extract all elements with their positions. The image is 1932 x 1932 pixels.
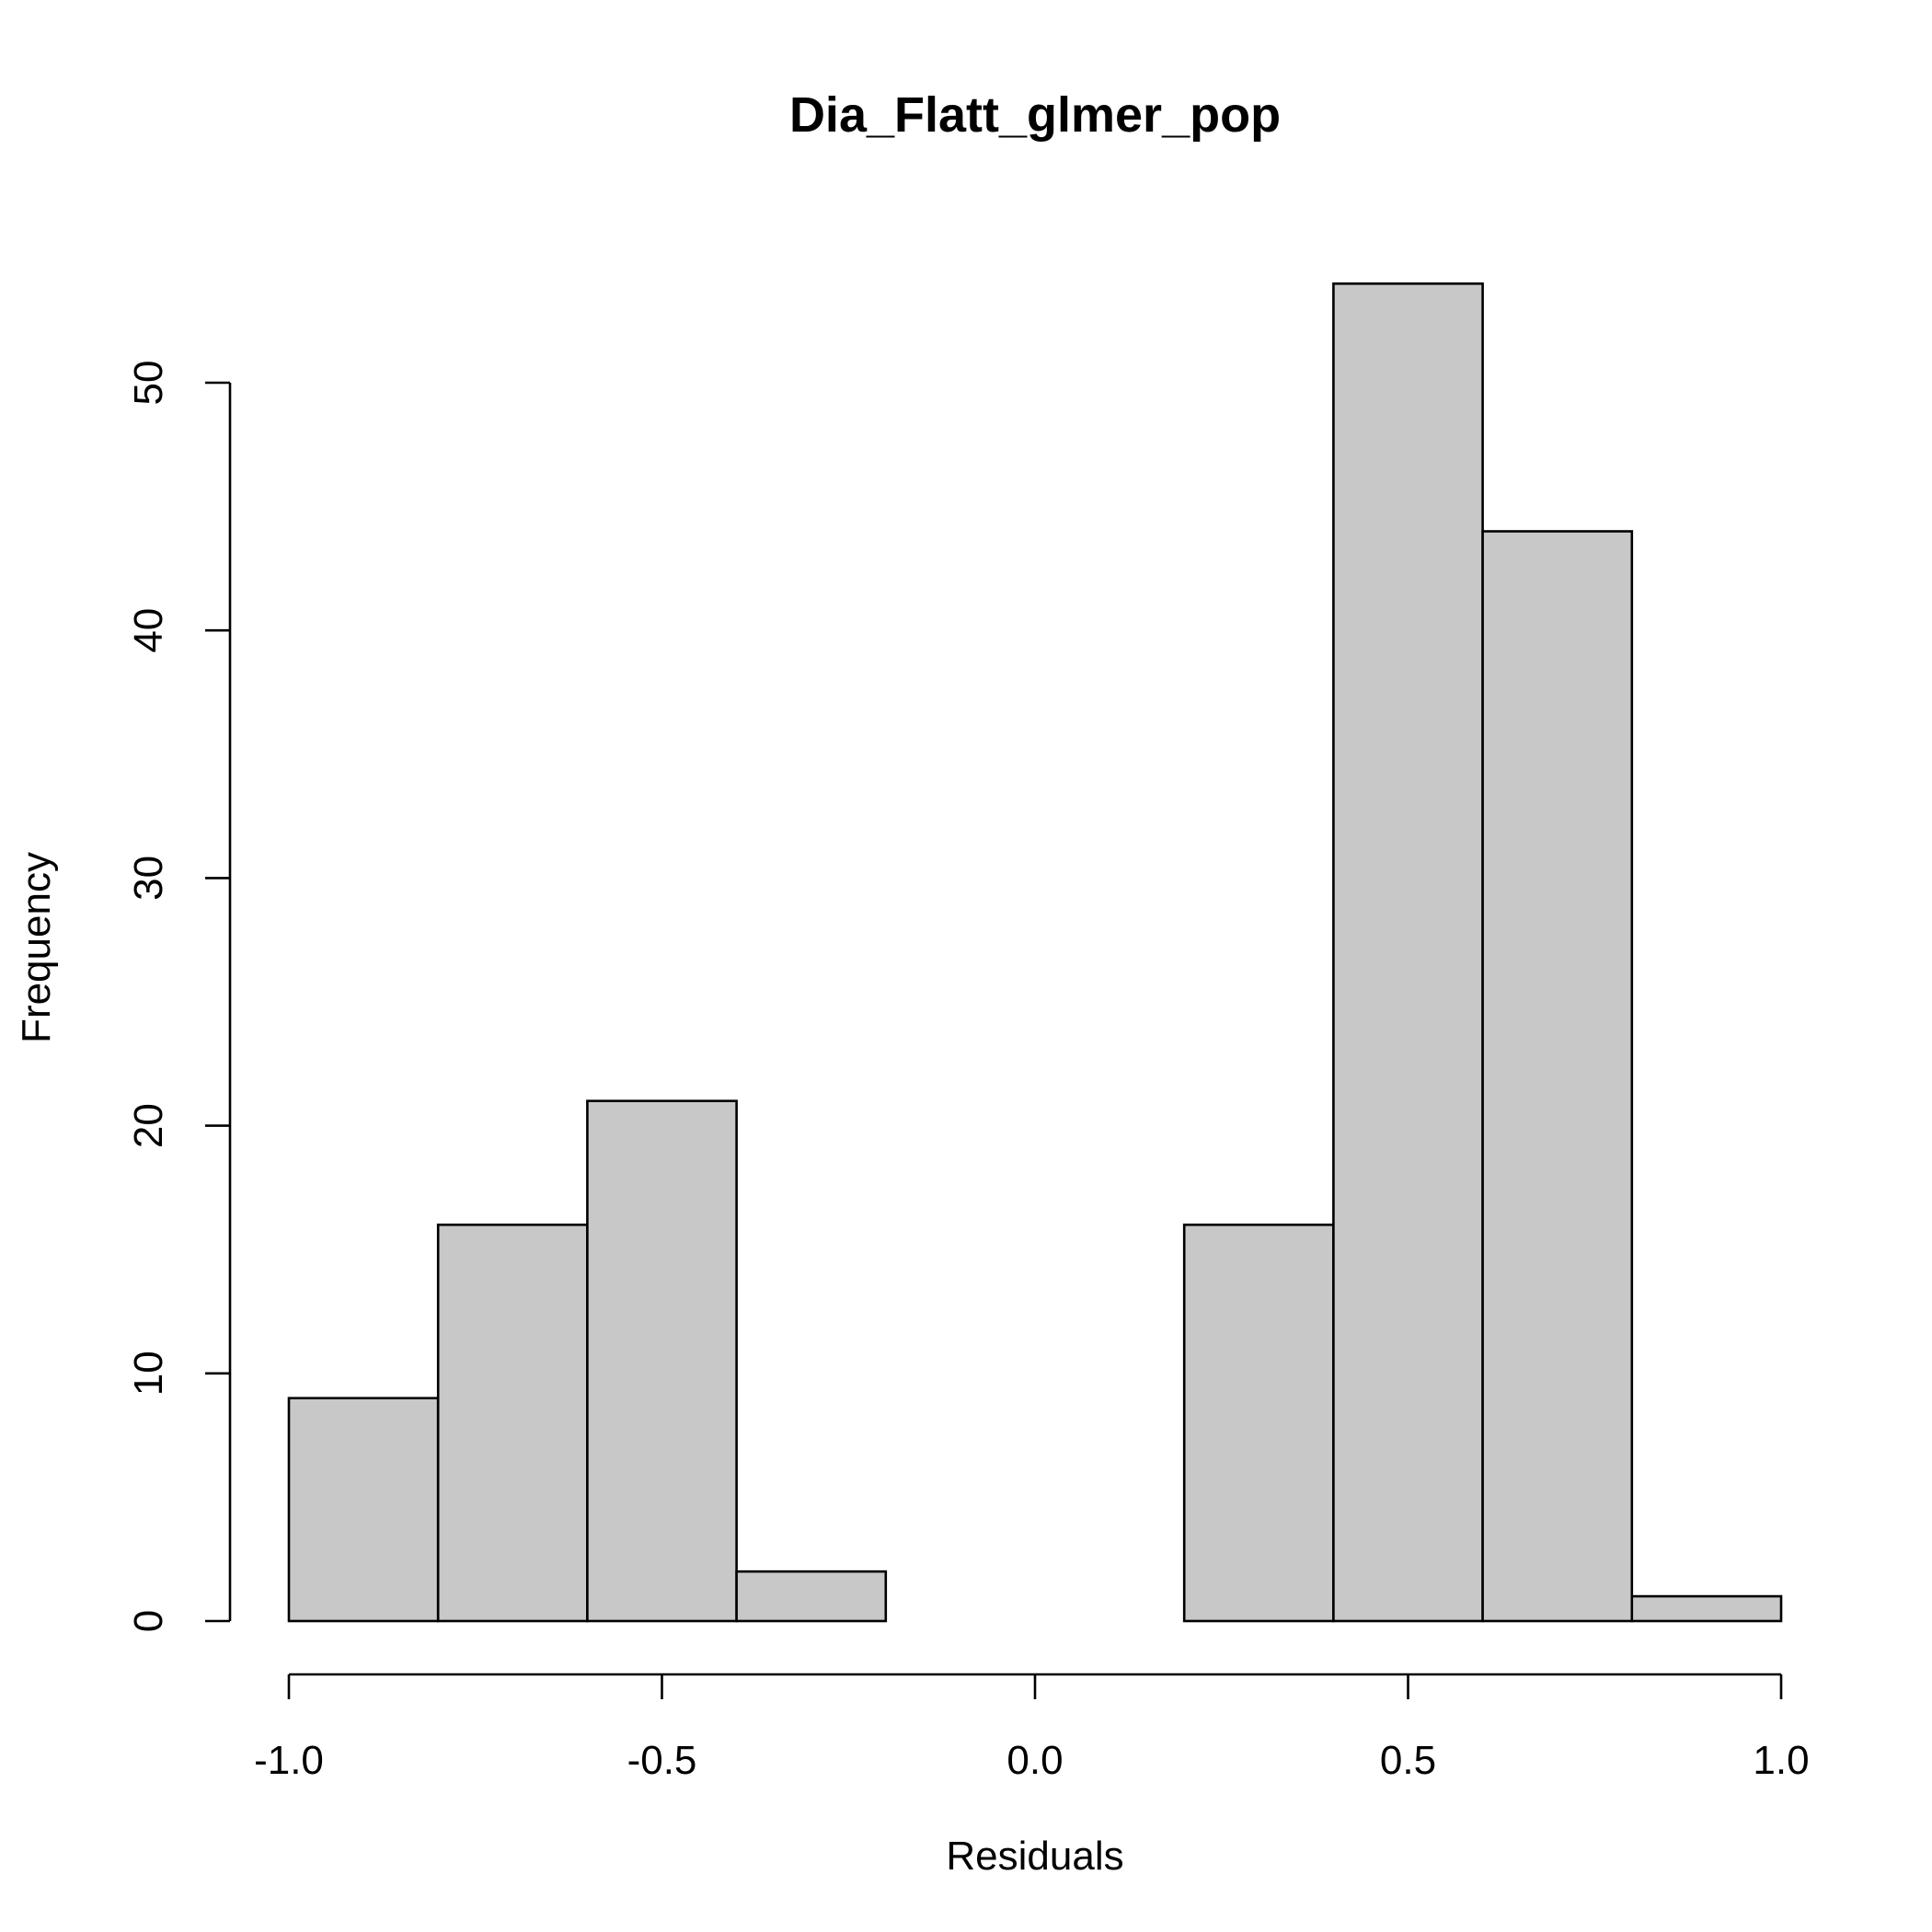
x-tick-label: -1.0 <box>254 1738 324 1783</box>
histogram-bar <box>1630 1594 1783 1623</box>
y-tick-label: 0 <box>126 1610 171 1632</box>
y-axis-label: Frequency <box>14 852 59 1043</box>
y-tick-label: 30 <box>126 856 171 901</box>
y-tick-label: 40 <box>126 608 171 653</box>
histogram-bar <box>287 1397 440 1623</box>
x-axis: -1.0 -0.5 0.0 0.5 1.0 <box>254 1673 1810 1783</box>
histogram-bar <box>1182 1223 1335 1623</box>
x-tick-label: -0.5 <box>627 1738 697 1783</box>
y-tick-label: 50 <box>126 361 171 406</box>
bars-group <box>287 282 1783 1623</box>
chart-title: Dia_Flatt_glmer_pop <box>789 87 1281 143</box>
x-tick-label: 0.0 <box>1006 1738 1063 1783</box>
y-tick-label: 20 <box>126 1103 171 1148</box>
histogram-bar <box>586 1099 738 1623</box>
x-tick-label: 1.0 <box>1753 1738 1809 1783</box>
y-tick-label: 10 <box>126 1351 171 1396</box>
x-axis-label: Residuals <box>946 1834 1123 1879</box>
x-tick-label: 0.5 <box>1380 1738 1436 1783</box>
histogram-bar <box>1481 530 1634 1623</box>
histogram-bar <box>436 1223 589 1623</box>
y-axis: 0 10 20 30 40 50 <box>126 361 232 1632</box>
histogram-bar <box>735 1570 888 1623</box>
histogram-bar <box>1332 282 1484 1623</box>
